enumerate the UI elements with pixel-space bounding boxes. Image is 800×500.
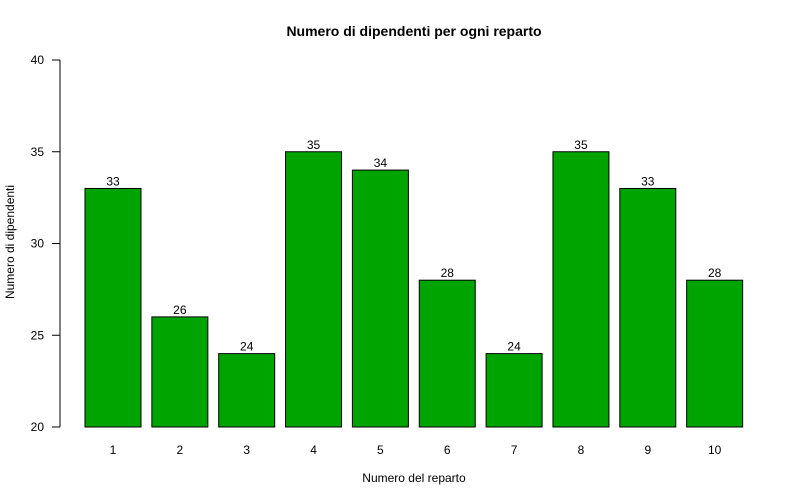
bar [485,353,543,428]
bar [218,353,276,428]
bar [619,187,677,428]
x-tick-label: 8 [578,443,585,457]
x-axis-tick-labels: 1 2 3 4 5 6 7 8 9 10 [110,443,722,457]
x-tick-label: 10 [708,443,722,457]
y-tick-label: 30 [31,237,45,251]
x-tick-label: 4 [310,443,317,457]
bar [285,151,343,428]
x-tick-label: 6 [444,443,451,457]
bar-value-label: 26 [173,303,187,317]
x-tick-label: 5 [377,443,384,457]
bar [686,279,744,428]
y-axis-ticks: 20 25 30 35 40 [31,53,60,434]
chart-title: Numero di dipendenti per ogni reparto [286,23,541,39]
x-tick-label: 1 [110,443,117,457]
bar [552,151,610,428]
y-tick-label: 40 [31,53,45,67]
bar-value-label: 35 [307,138,321,152]
bar [84,187,142,428]
y-axis-label: Numero di dipendenti [3,185,17,299]
bar-value-label: 33 [106,174,120,188]
y-tick-label: 20 [31,420,45,434]
x-axis-label: Numero del reparto [362,471,466,485]
bar [351,169,409,428]
bar [151,316,209,428]
bar-value-label: 24 [507,340,521,354]
y-tick-label: 35 [31,145,45,159]
bar-value-label: 28 [708,266,722,280]
bar-value-label: 34 [374,156,388,170]
bar-value-label: 33 [641,174,655,188]
y-tick-label: 25 [31,328,45,342]
bar-value-label: 28 [441,266,455,280]
bar-value-label: 24 [240,340,254,354]
x-tick-label: 2 [177,443,184,457]
bars: 33 26 24 35 34 28 24 35 33 28 [84,138,744,428]
x-tick-label: 7 [511,443,518,457]
x-tick-label: 3 [243,443,250,457]
bar [418,279,476,428]
x-tick-label: 9 [644,443,651,457]
bar-value-label: 35 [574,138,588,152]
